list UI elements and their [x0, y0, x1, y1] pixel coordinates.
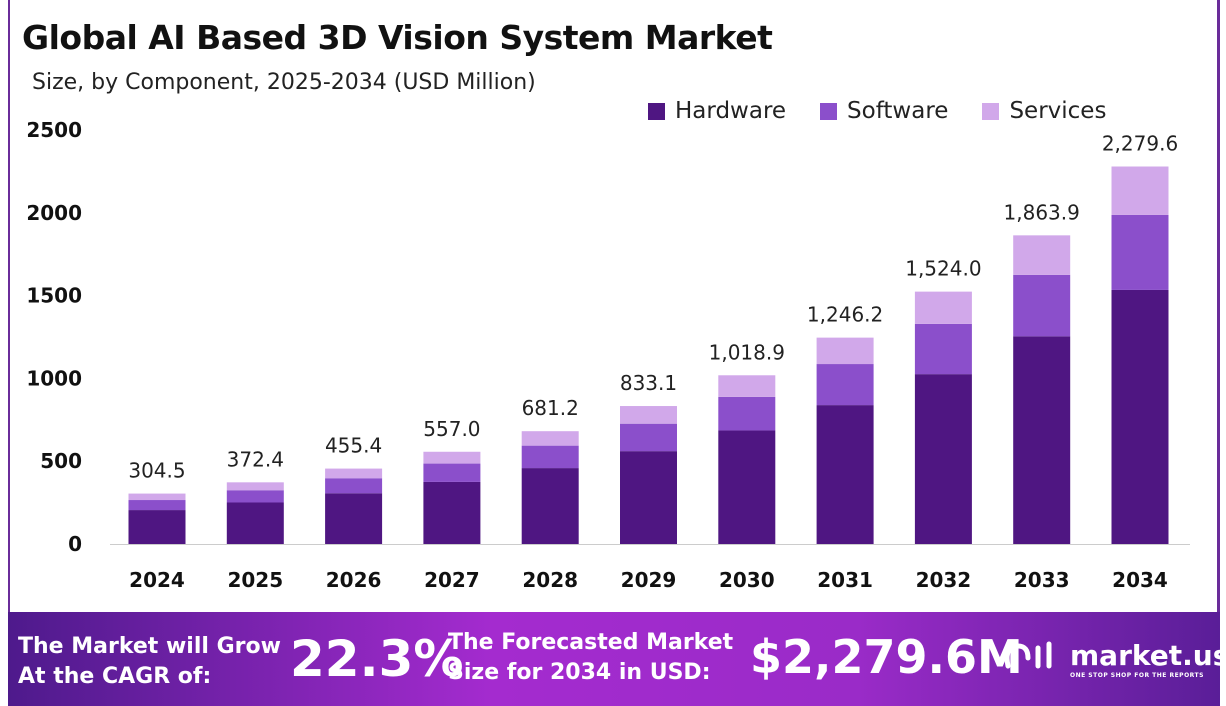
bar-segment-hardware: [816, 405, 874, 544]
bar-segment-services: [816, 337, 874, 365]
x-tick-label: 2029: [621, 568, 677, 592]
legend-item-software: Software: [820, 98, 948, 124]
legend-label: Software: [847, 98, 949, 124]
logo-tagline: ONE STOP SHOP FOR THE REPORTS: [1070, 672, 1204, 679]
bar-segment-software: [914, 323, 972, 375]
bar-segment-services: [226, 482, 284, 491]
bar-segment-software: [718, 396, 776, 431]
bar-segment-software: [226, 490, 284, 503]
x-tick-label: 2028: [522, 568, 578, 592]
x-tick-label: 2033: [1014, 568, 1070, 592]
chart-title: Global AI Based 3D Vision System Market: [22, 18, 773, 57]
bar-segment-hardware: [1013, 336, 1071, 544]
bar-segment-software: [423, 463, 481, 482]
bar-segment-services: [620, 406, 677, 424]
legend-label: Hardware: [675, 98, 787, 124]
logo-text: market.us: [1070, 638, 1226, 672]
chart-frame: [8, 0, 1220, 612]
forecast-label-line2: Size for 2034 in USD:: [448, 660, 711, 685]
total-label: 372.4: [227, 447, 284, 471]
marketus-logo: market.us ONE STOP SHOP FOR THE REPORTS: [1002, 638, 1226, 679]
x-tick-label: 2030: [719, 568, 775, 592]
bar-segment-services: [325, 468, 383, 479]
total-label: 1,018.9: [709, 340, 785, 364]
y-tick-label: 1000: [26, 366, 82, 390]
x-tick-label: 2026: [326, 568, 382, 592]
forecast-label-line1: The Forecasted Market: [448, 630, 734, 655]
total-label: 304.5: [128, 459, 185, 483]
bar-segment-services: [1111, 166, 1169, 215]
bar-segment-services: [128, 493, 186, 501]
bar-segment-hardware: [718, 430, 776, 544]
total-label: 1,246.2: [807, 303, 883, 327]
y-tick-label: 1500: [26, 284, 82, 308]
total-label: 557.0: [423, 417, 480, 441]
x-tick-label: 2027: [424, 568, 480, 592]
bar-segment-services: [718, 375, 776, 397]
bar-segment-services: [1013, 235, 1071, 275]
x-tick-label: 2034: [1112, 568, 1168, 592]
bar-segment-services: [914, 291, 972, 324]
logo-icon: [1004, 641, 1052, 669]
y-tick-label: 2000: [26, 201, 82, 225]
y-tick-label: 0: [68, 532, 82, 556]
bar-segment-software: [620, 423, 677, 452]
legend-item-hardware: Hardware: [648, 98, 786, 124]
bar-segment-hardware: [521, 468, 579, 544]
total-label: 455.4: [325, 434, 382, 458]
legend-swatch-software: [820, 102, 838, 120]
cagr-label-line2: At the CAGR of:: [18, 664, 212, 689]
cagr-value: 22.3%: [290, 630, 464, 688]
bar-segment-hardware: [325, 493, 383, 544]
cagr-label: The Market will Grow At the CAGR of:: [18, 632, 281, 692]
legend: Hardware Software Services: [648, 98, 1106, 124]
bar-segment-software: [816, 364, 874, 406]
bar-segment-software: [128, 500, 186, 511]
forecast-label: The Forecasted Market Size for 2034 in US…: [448, 628, 733, 688]
bar-segment-software: [325, 478, 383, 494]
bar-segment-services: [521, 431, 579, 446]
x-tick-label: 2032: [916, 568, 972, 592]
bar-segment-hardware: [1111, 289, 1169, 544]
legend-swatch-services: [982, 102, 1000, 120]
chart-subtitle: Size, by Component, 2025-2034 (USD Milli…: [32, 70, 536, 95]
bar-segment-services: [423, 451, 481, 464]
bar-segment-software: [521, 445, 579, 469]
chart-plot: 0 500 1000 1500 2000 2500 304.5 372.4 455.4 557.…: [26, 118, 1190, 592]
bar-segment-software: [1013, 274, 1071, 337]
legend-swatch-hardware: [648, 102, 665, 120]
cagr-label-line1: The Market will Grow: [18, 634, 281, 659]
bar-segment-hardware: [914, 374, 972, 544]
x-tick-label: 2024: [129, 568, 185, 592]
bar-segment-hardware: [620, 451, 677, 544]
bar-segment-hardware: [226, 502, 284, 544]
total-label: 1,863.9: [1004, 200, 1080, 224]
bar-segment-hardware: [128, 510, 186, 544]
y-tick-label: 2500: [26, 118, 82, 142]
legend-label: Services: [1009, 98, 1107, 124]
summary-banner: The Market will Grow At the CAGR of: 22.3…: [8, 612, 1226, 706]
x-tick-label: 2031: [817, 568, 873, 592]
total-label: 681.2: [522, 396, 579, 420]
x-tick-label: 2025: [227, 568, 283, 592]
bar-segment-software: [1111, 214, 1169, 290]
y-tick-label: 500: [40, 449, 82, 473]
total-label: 2,279.6: [1102, 131, 1178, 155]
total-label: 1,524.0: [905, 257, 981, 281]
legend-item-services: Services: [982, 98, 1106, 124]
total-label: 833.1: [620, 371, 677, 395]
bar-segment-hardware: [423, 481, 481, 544]
forecast-value: $2,279.6M: [750, 630, 1023, 684]
